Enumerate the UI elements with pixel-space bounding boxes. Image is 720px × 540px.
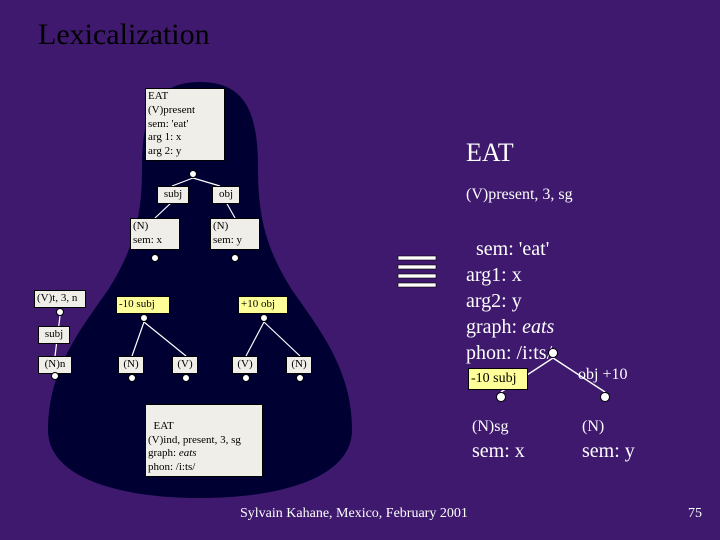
n-sem-x: (N) sem: x xyxy=(130,218,180,250)
vt3n-label: (V)t, 3, n xyxy=(34,290,86,308)
node-leaf-v1 xyxy=(182,374,190,382)
eat-source-box: EAT (V)present sem: 'eat' arg 1: x arg 2… xyxy=(145,88,225,161)
eat-result-text: EAT (V)ind, present, 3, sg graph: eats p… xyxy=(148,420,241,473)
sem-block: sem: 'eat' arg1: x arg2: y graph: eats p… xyxy=(466,210,554,366)
node-leaf-v2 xyxy=(242,374,250,382)
node-nx xyxy=(151,254,159,262)
node-mid-a xyxy=(140,314,148,322)
leaf-v1: (V) xyxy=(172,356,198,374)
node-leaf-n2 xyxy=(296,374,304,382)
minus10subj-box: -10 subj xyxy=(116,296,170,314)
eat-big: EAT xyxy=(466,138,514,168)
n-sem-y: (N) sem: y xyxy=(210,218,260,250)
node-leaf-n1 xyxy=(128,374,136,382)
r-node-root xyxy=(548,348,558,358)
node-ny xyxy=(231,254,239,262)
node-vt xyxy=(56,308,64,316)
r-semx: sem: x xyxy=(472,440,525,463)
r-node-l xyxy=(496,392,506,402)
obj-label-1: obj xyxy=(212,186,240,204)
node-nn xyxy=(51,372,59,380)
r-minus10subj: -10 subj xyxy=(468,368,528,390)
vpresent3sg: (V)present, 3, sg xyxy=(466,186,573,204)
slide-number: 75 xyxy=(688,506,702,522)
plus10obj-box: +10 obj xyxy=(238,296,288,314)
slide-title: Lexicalization xyxy=(38,18,210,52)
subj-label-1: subj xyxy=(157,186,189,204)
footer-text: Sylvain Kahane, Mexico, February 2001 xyxy=(240,506,468,522)
r-objplus10: obj +10 xyxy=(578,366,627,384)
r-nsg: (N)sg xyxy=(472,418,508,436)
eat-result-box: EAT (V)ind, present, 3, sg graph: eats p… xyxy=(145,404,263,477)
leaf-n1: (N) xyxy=(118,356,144,374)
node-mid-b xyxy=(260,314,268,322)
subj-label-2: subj xyxy=(38,326,70,344)
r-node-r xyxy=(600,392,610,402)
leaf-v2: (V) xyxy=(232,356,258,374)
sem-block-text: sem: 'eat' arg1: x arg2: y graph: eats p… xyxy=(466,238,554,364)
leaf-n2: (N) xyxy=(286,356,312,374)
r-nplain: (N) xyxy=(582,418,604,436)
r-semy: sem: y xyxy=(582,440,635,463)
node-root xyxy=(189,170,197,178)
